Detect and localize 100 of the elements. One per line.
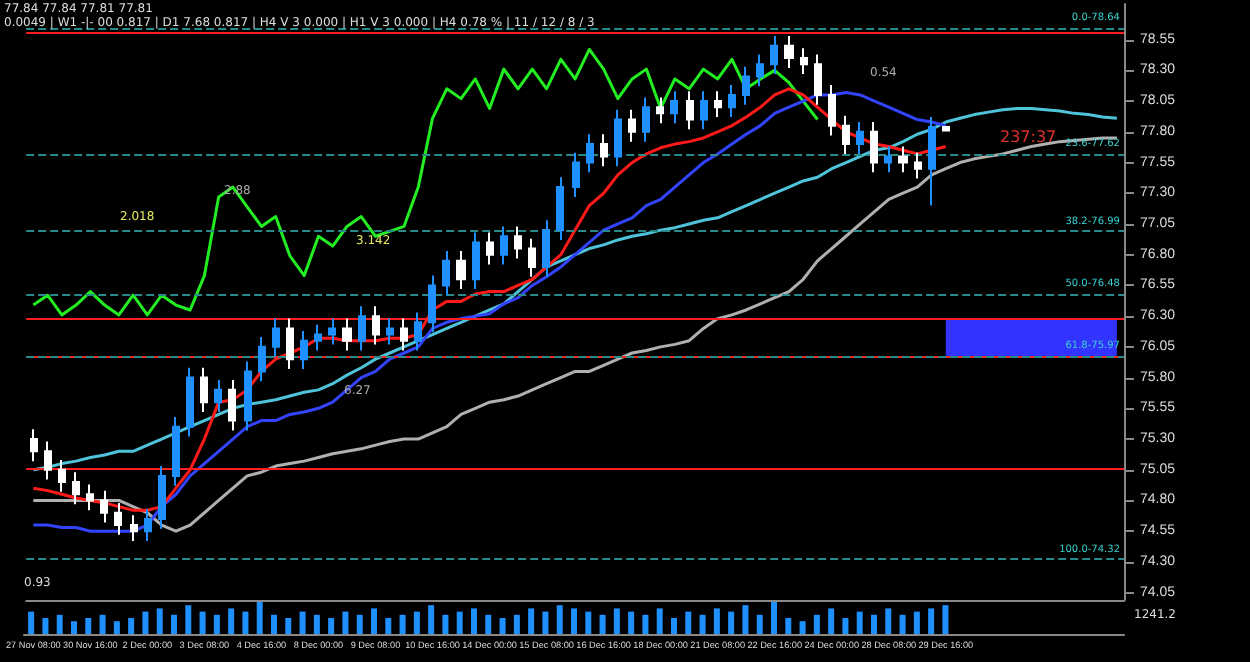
candlestick bbox=[472, 231, 480, 291]
bar bbox=[99, 614, 106, 634]
bar bbox=[471, 608, 477, 634]
candlestick bbox=[742, 65, 750, 106]
candlestick bbox=[314, 323, 322, 352]
bar bbox=[256, 602, 263, 634]
candlestick bbox=[300, 329, 308, 370]
bar bbox=[742, 605, 749, 634]
bar bbox=[713, 608, 720, 634]
candlestick bbox=[556, 176, 564, 241]
bar bbox=[628, 611, 635, 634]
candlestick bbox=[884, 145, 892, 174]
candlestick bbox=[58, 458, 66, 493]
candlestick bbox=[756, 53, 764, 88]
candlestick bbox=[130, 514, 138, 543]
bar bbox=[399, 614, 406, 634]
bar bbox=[785, 618, 792, 634]
bar bbox=[885, 608, 892, 634]
bar bbox=[571, 608, 577, 634]
candlestick bbox=[428, 274, 436, 334]
candlestick bbox=[100, 489, 108, 524]
bar bbox=[528, 608, 535, 634]
bar bbox=[313, 614, 320, 634]
candlestick bbox=[456, 250, 466, 291]
candlestick bbox=[856, 120, 864, 155]
candlestick bbox=[614, 108, 622, 168]
candlestick bbox=[258, 336, 266, 383]
candlestick bbox=[714, 90, 722, 119]
bar bbox=[385, 618, 392, 634]
bar bbox=[513, 614, 520, 634]
annotation: 237:37 bbox=[1000, 128, 1057, 146]
bar bbox=[542, 611, 549, 634]
bar bbox=[556, 605, 563, 634]
bar bbox=[485, 614, 492, 634]
bar bbox=[499, 618, 506, 634]
bar bbox=[213, 614, 220, 634]
bar bbox=[371, 608, 377, 634]
bar bbox=[328, 618, 335, 634]
bar bbox=[685, 611, 692, 634]
candlestick bbox=[542, 219, 550, 278]
bar bbox=[913, 611, 920, 634]
candlestick bbox=[342, 317, 352, 352]
candlestick bbox=[400, 317, 408, 352]
candlestick bbox=[214, 379, 222, 413]
bar bbox=[199, 611, 206, 634]
candlestick bbox=[228, 379, 236, 432]
candlestick bbox=[870, 120, 878, 174]
candlestick bbox=[86, 483, 94, 512]
bar bbox=[656, 608, 663, 634]
bar bbox=[185, 605, 192, 634]
candlestick bbox=[244, 360, 252, 432]
bar bbox=[156, 608, 163, 634]
bar bbox=[228, 608, 235, 634]
bar bbox=[899, 614, 906, 634]
bar bbox=[128, 618, 135, 634]
bar bbox=[71, 621, 77, 634]
line-series bbox=[31, 106, 1119, 472]
candlestick bbox=[928, 116, 936, 207]
candlestick bbox=[700, 90, 708, 131]
candlestick bbox=[770, 34, 778, 76]
bar bbox=[756, 614, 763, 634]
candlestick bbox=[784, 34, 794, 69]
bar bbox=[171, 614, 177, 634]
bar bbox=[28, 611, 35, 634]
bar bbox=[242, 611, 249, 634]
candlestick bbox=[514, 225, 522, 260]
bar bbox=[813, 614, 820, 634]
candlestick bbox=[500, 225, 508, 266]
bar bbox=[413, 611, 420, 634]
candlestick bbox=[158, 465, 166, 530]
bar bbox=[585, 611, 592, 634]
candlestick bbox=[44, 440, 52, 481]
candlestick bbox=[728, 84, 736, 119]
candlestick bbox=[186, 366, 194, 438]
bar bbox=[642, 614, 649, 634]
bar bbox=[56, 614, 63, 634]
candlestick bbox=[372, 305, 380, 346]
candlestick bbox=[486, 231, 494, 266]
bar bbox=[142, 611, 149, 634]
candlestick bbox=[414, 311, 422, 352]
candlestick bbox=[72, 471, 80, 506]
candlestick bbox=[586, 133, 594, 174]
candlestick bbox=[172, 415, 180, 487]
candlestick bbox=[386, 317, 394, 346]
bar bbox=[942, 605, 949, 634]
bar bbox=[828, 608, 835, 634]
candlestick bbox=[144, 508, 152, 543]
bar bbox=[842, 618, 849, 634]
candlestick bbox=[114, 501, 122, 536]
candlestick bbox=[814, 53, 822, 106]
candlestick bbox=[572, 151, 580, 198]
candlestick bbox=[358, 305, 366, 352]
candlestick bbox=[442, 250, 450, 297]
bar bbox=[271, 614, 277, 634]
bar bbox=[342, 611, 349, 634]
bar bbox=[856, 611, 863, 634]
candlestick bbox=[328, 317, 336, 346]
candlestick bbox=[656, 96, 664, 125]
bar bbox=[728, 611, 735, 634]
line-series bbox=[31, 47, 819, 317]
